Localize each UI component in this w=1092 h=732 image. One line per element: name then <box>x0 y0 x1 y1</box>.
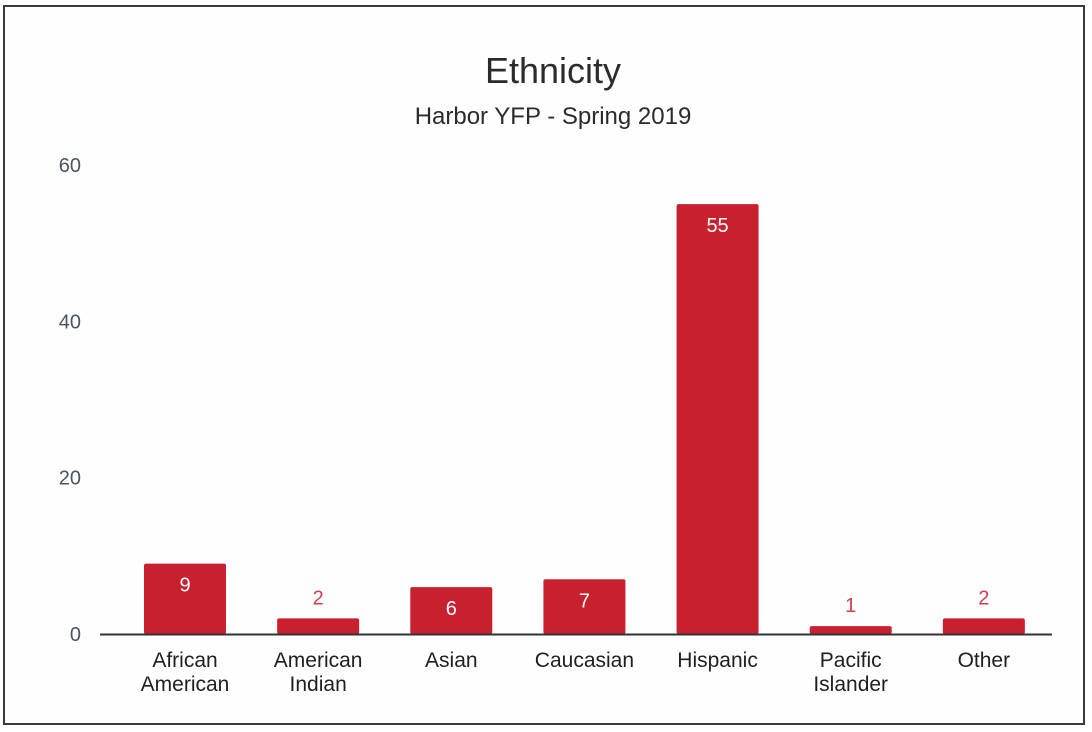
bar <box>144 563 226 634</box>
bar <box>942 618 1025 634</box>
y-tick-label: 40 <box>59 311 81 333</box>
x-tick-label: Asian <box>425 649 478 672</box>
x-tick-label-line: American <box>274 649 363 672</box>
bar <box>410 587 493 634</box>
chart-canvas: Ethnicity Harbor YFP - Spring 2019 0 20 40… <box>59 50 1052 696</box>
x-tick-label-line: Islander <box>813 673 888 696</box>
bar-data-label: 6 <box>446 598 457 620</box>
x-tick-label: American Indian <box>274 649 363 696</box>
x-tick-label: Caucasian <box>535 649 634 672</box>
bar-data-label: 1 <box>845 595 856 617</box>
x-tick-label-line: Pacific <box>820 649 882 672</box>
bar <box>676 204 759 635</box>
bar-data-label: 2 <box>313 587 324 609</box>
bar-data-label: 55 <box>706 215 728 237</box>
x-tick-label-line: Caucasian <box>535 649 634 672</box>
x-tick-label: Other <box>958 649 1011 672</box>
bar <box>543 579 626 634</box>
chart-frame: Ethnicity Harbor YFP - Spring 2019 0 20 40… <box>3 5 1085 725</box>
x-tick-label: Pacific Islander <box>813 649 888 696</box>
x-tick-label-line: Hispanic <box>677 649 758 672</box>
chart-subtitle: Harbor YFP - Spring 2019 <box>415 103 692 130</box>
x-tick-label: Hispanic <box>677 649 758 672</box>
chart-title: Ethnicity <box>485 50 621 91</box>
bar-series <box>144 204 1025 635</box>
bar <box>277 618 360 634</box>
bar-data-label: 9 <box>179 575 190 597</box>
y-axis: 0 20 40 60 <box>59 155 81 646</box>
y-tick-label: 0 <box>70 624 81 646</box>
x-tick-label: African American <box>141 649 230 696</box>
x-tick-label-line: Indian <box>290 673 347 696</box>
x-tick-label-line: Asian <box>425 649 478 672</box>
bar-data-label: 2 <box>978 587 989 609</box>
y-tick-label: 20 <box>59 468 81 490</box>
x-tick-label-line: American <box>141 673 230 696</box>
y-tick-label: 60 <box>59 155 81 177</box>
bar-data-label: 7 <box>579 590 590 612</box>
x-tick-label-line: African <box>152 649 217 672</box>
data-labels: 9 2 6 7 55 1 2 <box>179 215 989 620</box>
x-tick-label-line: Other <box>958 649 1011 672</box>
bar <box>809 626 892 634</box>
